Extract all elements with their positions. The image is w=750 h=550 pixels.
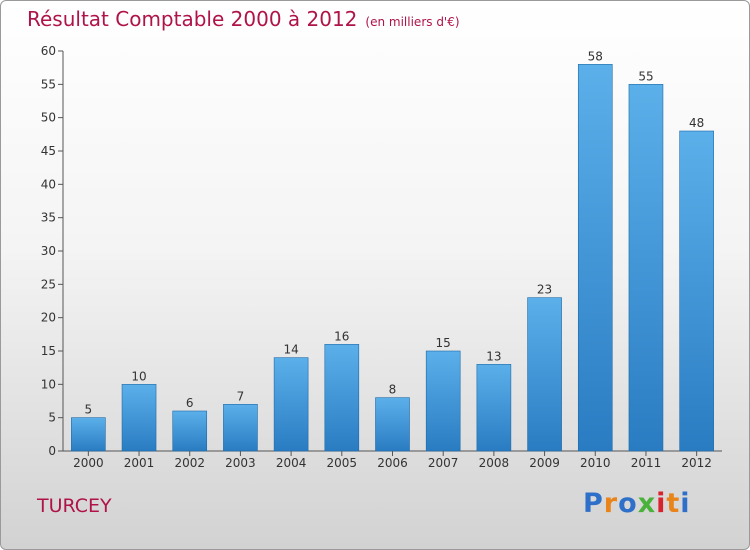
bar: [324, 344, 360, 452]
bar-value-label: 16: [334, 329, 349, 343]
y-tick-label: 0: [48, 444, 56, 458]
bar-value-label: 14: [283, 343, 298, 357]
bar: [121, 384, 157, 452]
logo-letter: i: [656, 488, 667, 519]
logo-letter: x: [637, 488, 657, 519]
bars: 5 10 6 7 14 16 8 15 13 23 58 55 48: [71, 49, 714, 452]
bar-value-label: 48: [689, 116, 704, 130]
x-tick-label: 2006: [377, 456, 408, 470]
bar-value-label: 23: [537, 283, 552, 297]
bar-value-label: 55: [638, 69, 653, 83]
bar: [577, 64, 613, 452]
bar-value-label: 8: [389, 383, 397, 397]
bar: [71, 417, 106, 452]
y-tick-label: 5: [48, 411, 56, 425]
commune-name: TURCEY: [37, 495, 112, 517]
bar: [375, 397, 410, 452]
x-tick-label: 2008: [479, 456, 510, 470]
bar-value-label: 5: [85, 403, 93, 417]
x-tick-label: 2009: [529, 456, 560, 470]
bar: [679, 130, 714, 452]
bar-value-label: 15: [436, 336, 451, 350]
x-tick-label: 2011: [631, 456, 662, 470]
bar: [628, 84, 664, 452]
x-tick-label: 2007: [428, 456, 459, 470]
y-tick-label: 40: [41, 177, 56, 191]
bar-value-label: 6: [186, 396, 194, 410]
x-tick-label: 2003: [225, 456, 256, 470]
chart-unit: (en milliers d'€): [365, 15, 460, 29]
chart-title: Résultat Comptable 2000 à 2012 (en millie…: [27, 7, 460, 31]
bar-value-label: 7: [237, 389, 245, 403]
x-tick-label: 2001: [124, 456, 155, 470]
y-tick-label: 45: [41, 144, 56, 158]
x-tick-label: 2000: [73, 456, 104, 470]
y-tick-label: 15: [41, 344, 56, 358]
y-tick-label: 50: [41, 111, 56, 125]
logo-letter: o: [618, 488, 638, 519]
bar: [273, 357, 309, 452]
bar: [172, 410, 208, 452]
bar: [527, 297, 562, 452]
y-tick-label: 25: [41, 277, 56, 291]
bar-value-label: 58: [588, 49, 603, 63]
proxiti-logo: Proxiti: [583, 488, 691, 519]
y-tick-label: 30: [41, 244, 56, 258]
y-tick-label: 10: [41, 377, 56, 391]
bar-value-label: 13: [486, 349, 501, 363]
y-tick-label: 35: [41, 211, 56, 225]
x-tick-label: 2012: [681, 456, 712, 470]
bar: [223, 404, 258, 452]
logo-letter: t: [666, 488, 681, 519]
bar: [425, 350, 461, 452]
y-tick-label: 20: [41, 311, 56, 325]
y-tick-label: 60: [41, 44, 56, 58]
bar-value-label: 10: [131, 369, 146, 383]
logo-letter: i: [680, 488, 691, 519]
x-tick-label: 2010: [580, 456, 611, 470]
x-tick-label: 2002: [174, 456, 205, 470]
logo-letter: r: [603, 488, 619, 519]
x-tick-label: 2004: [276, 456, 307, 470]
y-tick-label: 55: [41, 77, 56, 91]
axes: 0 5 10 15 20 25 30 35 40 45 50 55 60 2000 2001 2002 2003…: [41, 44, 722, 470]
logo-letter: P: [583, 488, 604, 519]
chart-title-text: Résultat Comptable 2000 à 2012: [27, 7, 358, 31]
bar: [476, 364, 512, 452]
x-tick-label: 2005: [327, 456, 358, 470]
